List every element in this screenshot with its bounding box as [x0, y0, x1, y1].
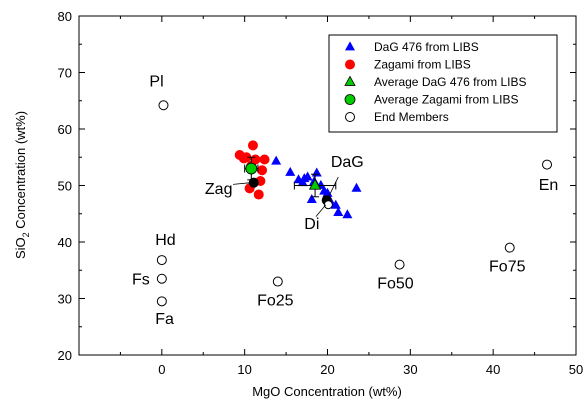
x-axis-title: MgO Concentration (wt%): [252, 384, 402, 399]
end-member-marker: [504, 242, 515, 253]
end-member-marker: [156, 296, 167, 307]
dag-libs-point: [333, 207, 344, 217]
legend-label: Average Zagami from LIBS: [374, 93, 519, 107]
di-leader-line: [315, 204, 327, 217]
annotation-label: Fo50: [377, 275, 414, 292]
legend-marker: [344, 94, 356, 105]
end-member-marker: [156, 273, 167, 284]
y-tick-label: 40: [58, 235, 72, 250]
legend-marker: [345, 41, 355, 51]
y-tick-label: 20: [58, 348, 72, 363]
dag-libs-point: [285, 166, 296, 176]
end-member-marker: [156, 255, 167, 266]
zagami-libs-point: [241, 152, 252, 163]
annotation-label: Fo25: [257, 292, 294, 309]
y-axis-title-subscript: 2: [21, 232, 31, 237]
annotation-label: Hd: [155, 232, 175, 249]
legend-marker: [344, 75, 356, 86]
zagami-libs-point: [257, 165, 268, 176]
axis-ticks: 0 10 20 30 40 50 20 30 40 50 60 70 80: [58, 9, 584, 377]
x-tick-label: 40: [486, 362, 500, 377]
legend-items: DaG 476 from LIBS Zagami from LIBS Average…: [344, 40, 527, 124]
x-tick-label: 30: [403, 362, 417, 377]
legend-label: End Members: [374, 110, 449, 124]
annotation-label: Zag: [205, 181, 233, 198]
x-tick-label: 20: [320, 362, 334, 377]
y-tick-label: 30: [58, 292, 72, 307]
y-tick-label: 80: [58, 9, 72, 24]
average-zagami-point: [245, 162, 258, 175]
legend-label: Average DaG 476 from LIBS: [374, 75, 527, 89]
x-tick-label: 10: [237, 362, 251, 377]
legend-box: [328, 34, 558, 133]
diopside-marker: [323, 200, 333, 210]
annotation-label: Fs: [132, 271, 150, 288]
end-member-marker: [272, 276, 283, 287]
y-tick-label: 70: [58, 66, 72, 81]
dag-libs-point: [271, 155, 282, 165]
reference-point: [248, 177, 259, 188]
dag-leader-line: [327, 176, 339, 200]
zagami-libs-point: [253, 189, 264, 200]
legend-marker: [345, 112, 355, 122]
end-member-markers: [156, 100, 553, 307]
reference-markers: [248, 177, 333, 210]
legend: DaG 476 from LIBS Zagami from LIBS Average…: [328, 34, 558, 133]
legend-marker: [345, 59, 355, 70]
dag-libs-point: [302, 171, 313, 181]
y-tick-label: 60: [58, 122, 72, 137]
dag-libs-point: [306, 194, 317, 204]
dag-libs-point: [330, 199, 341, 209]
y-axis-title-prefix: SiO: [13, 237, 28, 259]
zagami-libs-point: [247, 140, 258, 151]
end-member-marker: [158, 100, 169, 111]
zag-leader-line: [233, 182, 251, 185]
average-dag-point: [308, 178, 322, 190]
average-markers: [244, 156, 337, 198]
end-member-marker: [394, 259, 405, 270]
x-tick-label: 0: [158, 362, 165, 377]
dag-libs-point: [351, 182, 362, 192]
annotation-label: Fa: [155, 311, 174, 328]
dag-libs-point: [342, 209, 353, 219]
annotation-label: Pl: [149, 74, 163, 91]
annotation-label: DaG: [331, 154, 364, 171]
legend-label: DaG 476 from LIBS: [374, 40, 479, 54]
x-tick-label: 50: [569, 362, 583, 377]
legend-label: Zagami from LIBS: [374, 58, 471, 72]
annotation-label: En: [539, 177, 559, 194]
end-member-marker: [542, 159, 553, 170]
y-axis-title-suffix: Concentration (wt%): [13, 111, 28, 232]
y-tick-label: 50: [58, 179, 72, 194]
annotation-label: Di: [304, 216, 319, 233]
dag-libs-point: [311, 167, 322, 177]
point-annotations: Pl Hd Fs Fa Fo25 Fo50 Fo75 En Zag DaG Di: [132, 74, 558, 328]
annotation-label: Fo75: [489, 258, 526, 275]
zagami-libs-point: [259, 154, 270, 165]
y-axis-title: SiO2 Concentration (wt%): [13, 111, 31, 259]
